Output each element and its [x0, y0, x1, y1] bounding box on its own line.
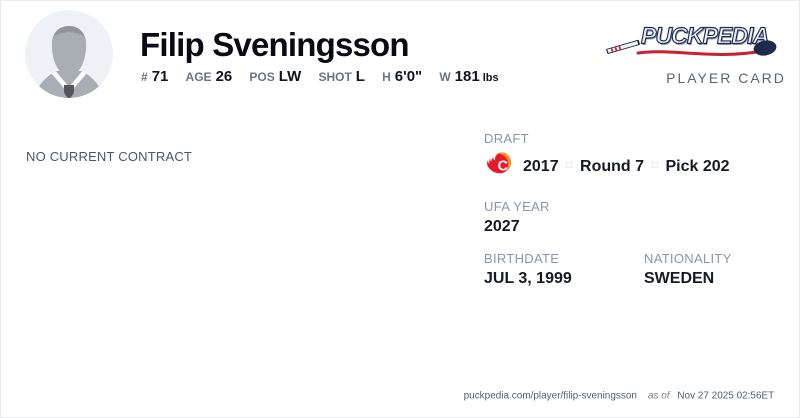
svg-text:C: C [498, 159, 508, 175]
svg-text:PUCKPEDIA: PUCKPEDIA [641, 23, 768, 49]
